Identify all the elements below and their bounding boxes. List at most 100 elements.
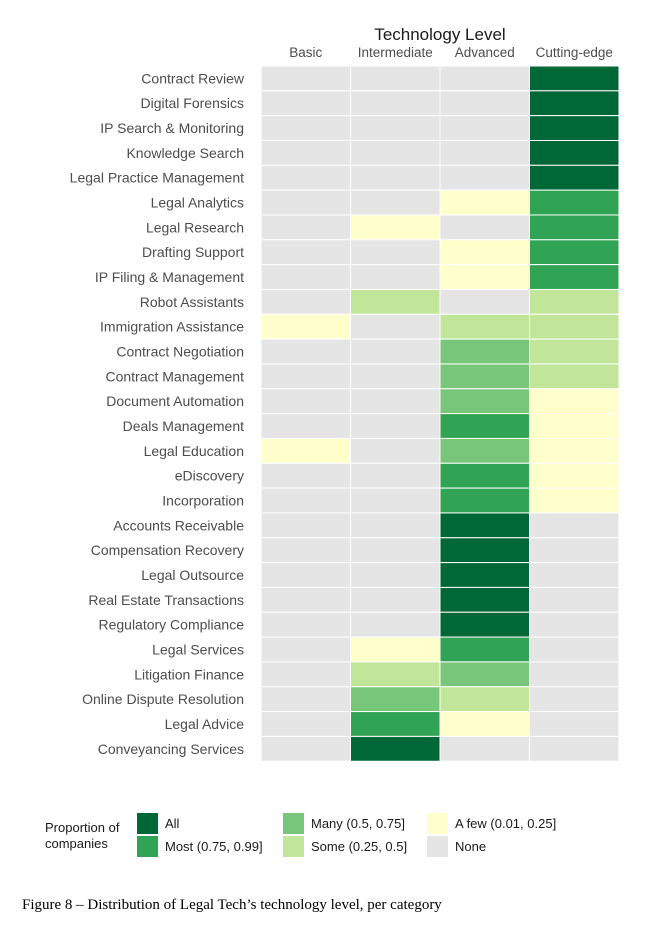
cell-legal-outsource-cutting-edge (529, 562, 620, 588)
cell-compensation-recovery-intermediate (350, 537, 441, 564)
cell-legal-analytics-cutting-edge (529, 189, 620, 216)
cell-contract-review-intermediate (350, 65, 441, 92)
legend-swatch-a-few (427, 813, 448, 834)
row-label-legal-outsource: Legal Outsource (141, 567, 244, 583)
cell-legal-outsource-basic (260, 562, 351, 588)
cell-legal-research-cutting-edge (529, 214, 620, 241)
cell-real-estate-transactions-advanced (439, 586, 530, 613)
cell-ediscovery-basic (260, 462, 351, 489)
row-label-drafting-support: Drafting Support (142, 244, 244, 260)
cell-ip-search-and-monitoring-basic (260, 115, 351, 141)
cell-knowledge-search-intermediate (350, 139, 441, 166)
cell-drafting-support-cutting-edge (529, 239, 620, 266)
legend-swatch-none (427, 836, 448, 857)
row-label-compensation-recovery: Compensation Recovery (91, 542, 244, 558)
row-label-regulatory-compliance: Regulatory Compliance (98, 617, 244, 633)
cell-accounts-receivable-cutting-edge (529, 512, 620, 539)
cell-deals-management-cutting-edge (529, 413, 620, 439)
cell-incorporation-advanced (439, 487, 530, 514)
legend-title-line1: Proportion of (45, 820, 120, 835)
legend-swatch-some (283, 836, 304, 857)
cell-robot-assistants-cutting-edge (529, 288, 620, 315)
cell-regulatory-compliance-cutting-edge (529, 611, 620, 638)
cell-accounts-receivable-advanced (439, 512, 530, 539)
cell-deals-management-intermediate (350, 413, 441, 439)
cell-compensation-recovery-basic (260, 537, 351, 564)
cell-accounts-receivable-basic (260, 512, 351, 539)
cell-contract-review-advanced (439, 65, 530, 92)
cell-contract-management-cutting-edge (529, 363, 620, 390)
cell-legal-research-advanced (439, 214, 530, 241)
row-label-ip-filing-and-management: IP Filing & Management (95, 269, 244, 285)
cell-drafting-support-advanced (439, 239, 530, 266)
cell-knowledge-search-advanced (439, 139, 530, 166)
cell-legal-advice-cutting-edge (529, 711, 620, 737)
row-label-litigation-finance: Litigation Finance (134, 666, 244, 682)
cell-robot-assistants-advanced (439, 288, 530, 315)
cell-contract-negotiation-intermediate (350, 338, 441, 365)
row-label-legal-analytics: Legal Analytics (151, 195, 244, 211)
column-label-basic: Basic (289, 45, 322, 60)
cell-digital-forensics-advanced (439, 90, 530, 117)
cell-litigation-finance-cutting-edge (529, 661, 620, 688)
cell-legal-services-advanced (439, 636, 530, 663)
cell-contract-management-intermediate (350, 363, 441, 390)
cell-deals-management-basic (260, 413, 351, 439)
cell-ip-filing-and-management-cutting-edge (529, 264, 620, 290)
row-label-incorporation: Incorporation (162, 493, 244, 509)
cell-contract-review-cutting-edge (529, 65, 620, 92)
cell-conveyancing-services-intermediate (350, 735, 441, 762)
column-label-cutting-edge: Cutting-edge (536, 45, 613, 60)
cell-online-dispute-resolution-intermediate (350, 686, 441, 713)
cell-ip-search-and-monitoring-advanced (439, 115, 530, 141)
legend-label-none: None (455, 839, 486, 854)
cell-regulatory-compliance-advanced (439, 611, 530, 638)
cell-document-automation-cutting-edge (529, 388, 620, 415)
row-label-contract-negotiation: Contract Negotiation (116, 344, 244, 360)
cell-robot-assistants-intermediate (350, 288, 441, 315)
cell-ip-filing-and-management-advanced (439, 264, 530, 290)
cell-document-automation-intermediate (350, 388, 441, 415)
cell-digital-forensics-cutting-edge (529, 90, 620, 117)
cell-contract-management-basic (260, 363, 351, 390)
legend-label-many: Many (0.5, 0.75] (311, 816, 405, 831)
cell-legal-services-cutting-edge (529, 636, 620, 663)
cell-digital-forensics-intermediate (350, 90, 441, 117)
cell-ip-search-and-monitoring-intermediate (350, 115, 441, 141)
row-label-deals-management: Deals Management (123, 418, 245, 434)
cell-knowledge-search-basic (260, 139, 351, 166)
cell-legal-advice-advanced (439, 711, 530, 737)
cell-digital-forensics-basic (260, 90, 351, 117)
row-label-legal-practice-management: Legal Practice Management (70, 170, 244, 186)
cell-drafting-support-intermediate (350, 239, 441, 266)
cell-legal-research-intermediate (350, 214, 441, 241)
cell-contract-review-basic (260, 65, 351, 92)
cell-ip-search-and-monitoring-cutting-edge (529, 115, 620, 141)
figure-caption: Figure 8 – Distribution of Legal Tech’s … (22, 897, 442, 913)
row-label-ip-search-and-monitoring: IP Search & Monitoring (100, 120, 244, 136)
legend-label-most: Most (0.75, 0.99] (165, 839, 263, 854)
cell-legal-practice-management-intermediate (350, 164, 441, 191)
cell-immigration-assistance-intermediate (350, 313, 441, 340)
cell-legal-analytics-intermediate (350, 189, 441, 216)
cell-legal-education-intermediate (350, 437, 441, 464)
row-label-real-estate-transactions: Real Estate Transactions (88, 592, 244, 608)
row-label-digital-forensics: Digital Forensics (141, 95, 244, 111)
cell-document-automation-basic (260, 388, 351, 415)
cell-legal-education-basic (260, 437, 351, 464)
cell-conveyancing-services-cutting-edge (529, 735, 620, 762)
cell-incorporation-intermediate (350, 487, 441, 514)
cell-litigation-finance-advanced (439, 661, 530, 688)
cell-real-estate-transactions-basic (260, 586, 351, 613)
cell-legal-practice-management-advanced (439, 164, 530, 191)
cell-contract-negotiation-basic (260, 338, 351, 365)
row-label-knowledge-search: Knowledge Search (126, 145, 244, 161)
row-label-document-automation: Document Automation (106, 393, 244, 409)
cell-litigation-finance-intermediate (350, 661, 441, 688)
cell-immigration-assistance-cutting-edge (529, 313, 620, 340)
cell-online-dispute-resolution-cutting-edge (529, 686, 620, 713)
cell-legal-analytics-basic (260, 189, 351, 216)
cell-accounts-receivable-intermediate (350, 512, 441, 539)
cell-contract-negotiation-cutting-edge (529, 338, 620, 365)
heatmap-chart: Technology Level Basic Intermediate Advanc… (45, 25, 620, 857)
